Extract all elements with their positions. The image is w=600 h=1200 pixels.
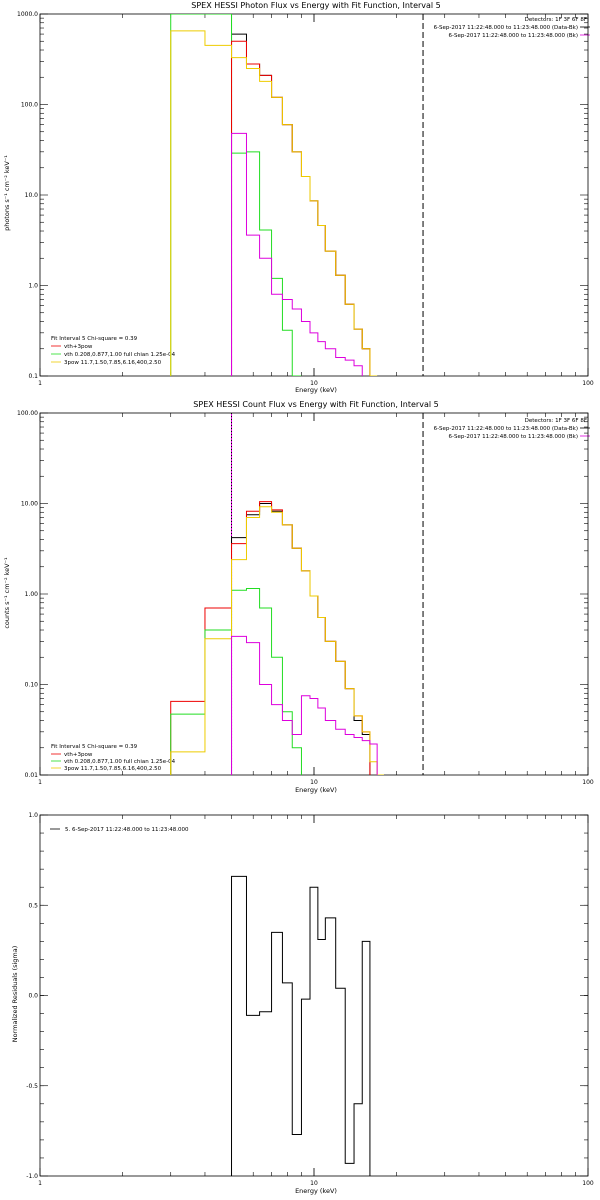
interval-data-label: 6-Sep-2017 11:22:48.000 to 11:23:48.000 … bbox=[434, 426, 578, 432]
x-tick-label: 1 bbox=[38, 1180, 42, 1187]
y-tick-label: 0.10 bbox=[25, 682, 39, 689]
y-tick-label: 1.0 bbox=[28, 812, 38, 819]
y-tick-label: 100.0 bbox=[21, 102, 38, 109]
y-tick-label: 10.00 bbox=[21, 501, 38, 508]
x-tick-label: 10 bbox=[310, 1180, 318, 1187]
interval-data-label: 6-Sep-2017 11:22:48.000 to 11:23:48.000 … bbox=[434, 25, 578, 31]
y-tick-label: -1.0 bbox=[26, 1173, 38, 1180]
y-tick-label: 1.00 bbox=[25, 591, 39, 598]
y-tick-label: 10.0 bbox=[25, 192, 39, 199]
plot-frame bbox=[39, 814, 589, 1177]
interval-bk-label: 6-Sep-2017 11:22:48.000 to 11:23:48.000 … bbox=[449, 33, 579, 39]
y-tick-label: 0.5 bbox=[28, 902, 38, 909]
3pow-legend-label: 3pow 11.7,1.50,7.85,6.16,400,2.50 bbox=[64, 360, 162, 366]
series-3pow bbox=[170, 30, 378, 376]
detectors-label: Detectors: 1F 3F 6F 8F bbox=[525, 418, 587, 424]
vth-legend-label: vth 0.208,0.877,1.00 full chian 1.25e-04 bbox=[64, 759, 176, 765]
y-tick-label: -0.5 bbox=[26, 1083, 38, 1090]
y-tick-label: 1.0 bbox=[28, 283, 38, 290]
series-3pow bbox=[170, 506, 384, 775]
series-bkg bbox=[231, 635, 378, 775]
detectors-label: Detectors: 1F 3F 6F 8F bbox=[525, 17, 587, 23]
x-tick-label: 10 bbox=[310, 380, 318, 387]
y-tick-label: 0.0 bbox=[28, 993, 38, 1000]
y-tick-label: 1000.0 bbox=[17, 11, 38, 18]
series-vth bbox=[170, 588, 302, 775]
fit-legend-header: Fit Interval 5 Chi-square = 0.39 bbox=[51, 744, 138, 750]
series-vth+3pow bbox=[170, 501, 371, 775]
x-tick-label: 100 bbox=[582, 380, 594, 387]
x-tick-label: 1 bbox=[38, 380, 42, 387]
photon-flux-panel: SPEX HESSI Photon Flux vs Energy with Fi… bbox=[3, 1, 594, 394]
x-tick-label: 1 bbox=[38, 779, 42, 786]
residuals-panel: Energy (keV) Normalized Residuals (sigma… bbox=[11, 812, 594, 1195]
x-tick-label: 100 bbox=[582, 1180, 594, 1187]
chart-title: SPEX HESSI Count Flux vs Energy with Fit… bbox=[193, 400, 438, 409]
y-axis-label: counts s⁻¹ cm⁻² keV⁻¹ bbox=[3, 557, 11, 629]
x-tick-label: 10 bbox=[310, 779, 318, 786]
series-bkg bbox=[231, 132, 363, 376]
series-data bbox=[231, 33, 371, 376]
y-tick-label: 100.00 bbox=[17, 410, 38, 417]
y-tick-label: 0.1 bbox=[28, 373, 38, 380]
series-residuals bbox=[231, 875, 371, 1176]
interval-bk-label: 6-Sep-2017 11:22:48.000 to 11:23:48.000 … bbox=[449, 434, 579, 440]
x-axis-label: Energy (keV) bbox=[295, 1187, 337, 1195]
y-axis-label: photons s⁻¹ cm⁻² keV⁻¹ bbox=[3, 155, 11, 231]
chart-title: SPEX HESSI Photon Flux vs Energy with Fi… bbox=[191, 1, 441, 10]
x-axis-label: Energy (keV) bbox=[295, 386, 337, 394]
vth-legend-label: vth 0.208,0.877,1.00 full chian 1.25e-04 bbox=[64, 352, 176, 358]
y-tick-label: 0.01 bbox=[25, 772, 39, 779]
series-vth bbox=[170, 14, 302, 376]
3pow-legend-label: 3pow 11.7,1.50,7.85,6.16,400,2.50 bbox=[64, 766, 162, 772]
plot-frame bbox=[39, 412, 589, 776]
y-axis-label: Normalized Residuals (sigma) bbox=[11, 946, 19, 1043]
count-flux-panel: SPEX HESSI Count Flux vs Energy with Fit… bbox=[3, 400, 594, 794]
fit-legend-label: vth+3pow bbox=[64, 344, 93, 350]
series-vth+3pow bbox=[231, 40, 371, 376]
residual-legend-label: 5. 6-Sep-2017 11:22:48.000 to 11:23:48.0… bbox=[65, 827, 189, 833]
fit-legend-label: vth+3pow bbox=[64, 752, 93, 758]
plot-frame bbox=[39, 13, 589, 377]
x-axis-label: Energy (keV) bbox=[295, 786, 337, 794]
x-tick-label: 100 bbox=[582, 779, 594, 786]
fit-legend-header: Fit Interval 5 Chi-square = 0.39 bbox=[51, 336, 138, 342]
